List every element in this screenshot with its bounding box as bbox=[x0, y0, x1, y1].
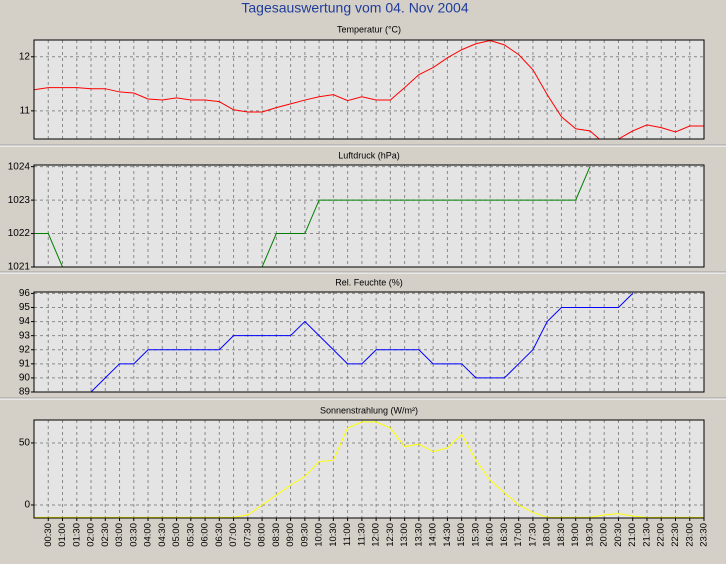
y-tick-label: 11 bbox=[20, 106, 31, 117]
x-tick-label: 14:30 bbox=[442, 523, 453, 547]
y-tick-label: 89 bbox=[19, 387, 31, 398]
x-tick-label: 21:30 bbox=[641, 523, 652, 547]
panel-title: Luftdruck (hPa) bbox=[338, 150, 400, 160]
x-tick-label: 02:00 bbox=[86, 523, 97, 547]
x-tick-label: 10:00 bbox=[314, 523, 325, 547]
y-tick-label: 1023 bbox=[8, 195, 31, 206]
x-tick-label: 03:30 bbox=[128, 523, 139, 547]
y-tick-label: 1022 bbox=[8, 228, 31, 239]
x-tick-label: 09:00 bbox=[285, 523, 296, 547]
y-tick-label: 0 bbox=[24, 500, 30, 511]
plot-border bbox=[33, 164, 705, 268]
x-tick-label: 04:30 bbox=[157, 523, 168, 547]
x-tick-label: 16:00 bbox=[485, 523, 496, 547]
x-tick-label: 12:00 bbox=[371, 523, 382, 547]
x-tick-label: 19:00 bbox=[570, 523, 581, 547]
data-line bbox=[34, 40, 704, 139]
data-line bbox=[34, 166, 591, 267]
y-tick-label: 1021 bbox=[8, 262, 31, 273]
x-tick-label: 23:00 bbox=[684, 523, 695, 547]
x-tick-label: 15:00 bbox=[456, 523, 467, 547]
x-tick-label: 01:00 bbox=[57, 523, 68, 547]
x-tick-label: 23:30 bbox=[699, 523, 710, 547]
data-line bbox=[90, 293, 634, 392]
data-line bbox=[34, 421, 704, 518]
y-tick-label: 92 bbox=[19, 344, 31, 355]
panel-title: Sonnenstrahlung (W/m²) bbox=[320, 405, 418, 415]
y-tick-label: 1024 bbox=[8, 161, 31, 172]
x-tick-label: 16:30 bbox=[499, 523, 510, 547]
y-tick-label: 95 bbox=[19, 302, 31, 313]
x-tick-label: 17:30 bbox=[527, 523, 538, 547]
x-tick-label: 21:00 bbox=[627, 523, 638, 547]
y-tick-label: 12 bbox=[19, 51, 31, 62]
plot-area bbox=[34, 292, 704, 392]
plot-area bbox=[34, 40, 704, 139]
x-tick-label: 05:00 bbox=[171, 523, 182, 547]
x-tick-label: 10:30 bbox=[328, 523, 339, 547]
y-tick-label: 91 bbox=[19, 358, 31, 369]
x-tick-label: 17:00 bbox=[513, 523, 524, 547]
plot-border bbox=[33, 291, 705, 393]
y-tick-label: 93 bbox=[19, 330, 31, 341]
x-tick-label: 22:30 bbox=[670, 523, 681, 547]
x-tick-label: 05:30 bbox=[185, 523, 196, 547]
x-tick-label: 19:30 bbox=[584, 523, 595, 547]
x-tick-label: 09:30 bbox=[299, 523, 310, 547]
x-tick-label: 07:30 bbox=[242, 523, 253, 547]
x-tick-label: 13:30 bbox=[413, 523, 424, 547]
plot-border bbox=[33, 419, 705, 519]
x-tick-label: 11:00 bbox=[342, 523, 353, 546]
x-tick-label: 18:30 bbox=[556, 523, 567, 547]
y-tick-label: 90 bbox=[19, 373, 31, 384]
x-tick-label: 06:30 bbox=[214, 523, 225, 547]
panel-title: Rel. Feuchte (%) bbox=[335, 277, 403, 287]
y-tick-label: 94 bbox=[19, 316, 31, 327]
chart-title: Tagesauswertung vom 04. Nov 2004 bbox=[241, 0, 468, 16]
x-tick-label: 12:30 bbox=[385, 523, 396, 547]
x-tick-label: 14:00 bbox=[428, 523, 439, 547]
plot-area bbox=[34, 165, 704, 267]
plot-border bbox=[33, 39, 705, 140]
x-tick-label: 04:00 bbox=[143, 523, 154, 547]
x-tick-label: 22:00 bbox=[656, 523, 667, 547]
x-tick-label: 08:30 bbox=[271, 523, 282, 547]
y-tick-label: 96 bbox=[19, 288, 31, 299]
x-tick-label: 01:30 bbox=[71, 523, 82, 547]
x-tick-label: 03:00 bbox=[114, 523, 125, 547]
x-tick-label: 02:30 bbox=[100, 523, 111, 547]
x-tick-label: 15:30 bbox=[470, 523, 481, 547]
x-tick-label: 13:00 bbox=[399, 523, 410, 547]
x-tick-label: 18:00 bbox=[542, 523, 553, 547]
plot-area bbox=[34, 420, 704, 518]
x-tick-label: 11:30 bbox=[356, 523, 367, 546]
x-tick-label: 20:00 bbox=[599, 523, 610, 547]
x-tick-label: 00:30 bbox=[43, 523, 54, 547]
x-tick-label: 07:00 bbox=[228, 523, 239, 547]
x-tick-label: 08:00 bbox=[257, 523, 268, 547]
x-tick-label: 06:00 bbox=[200, 523, 211, 547]
y-tick-label: 50 bbox=[19, 438, 31, 449]
panel-title: Temperatur (°C) bbox=[337, 24, 401, 34]
x-tick-label: 20:30 bbox=[613, 523, 624, 547]
